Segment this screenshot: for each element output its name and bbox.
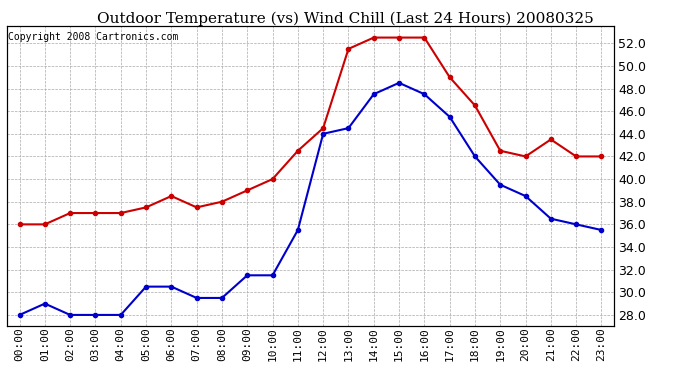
Text: Outdoor Temperature (vs) Wind Chill (Last 24 Hours) 20080325: Outdoor Temperature (vs) Wind Chill (Las…: [97, 11, 593, 26]
Text: Copyright 2008 Cartronics.com: Copyright 2008 Cartronics.com: [8, 32, 179, 42]
